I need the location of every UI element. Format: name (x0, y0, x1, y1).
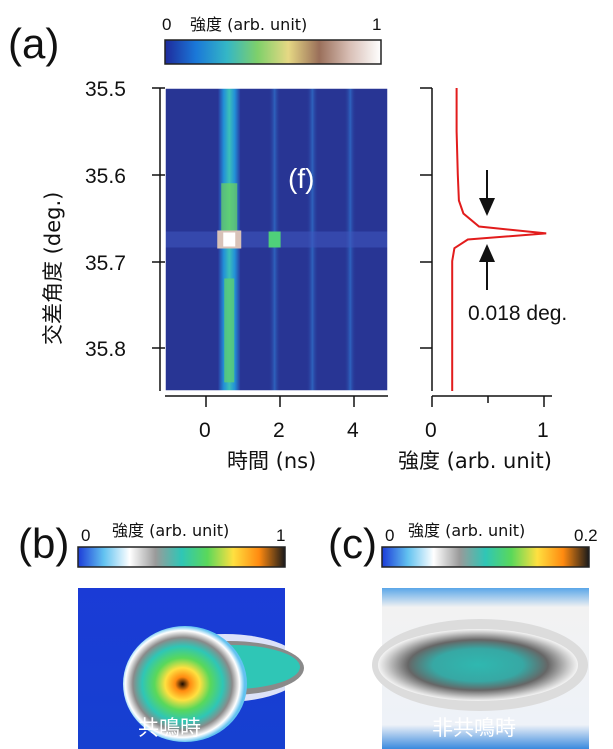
profile-plot: 0 1 強度 (arb. unit) 0.018 deg. (398, 87, 567, 473)
heatmap-secondary-peak (268, 231, 281, 248)
panel-a-colorbar-title: 強度 (arb. unit) (190, 15, 307, 34)
panel-b-colorbar: 0 強度 (arb. unit) 1 (77, 521, 286, 568)
profile-x-tick-label: 1 (537, 419, 549, 442)
y-tick-label: 35.8 (85, 338, 126, 361)
heatmap: (f) (164, 87, 389, 392)
y-tick-label: 35.5 (85, 78, 126, 101)
panel-a-colorbar: 強度 (arb. unit) 0 1 (162, 15, 382, 65)
fwhm-annotation: 0.018 deg. (468, 302, 567, 325)
heatmap-stripe-upper (221, 183, 238, 240)
panel-a-colorbar-max: 1 (372, 15, 381, 34)
profile-x-title: 強度 (arb. unit) (398, 449, 552, 473)
panel-b-colorbar-max: 1 (276, 526, 285, 545)
heatmap-peak-core (223, 232, 236, 247)
panel-b-beam-image: 共鳴時 (78, 588, 305, 749)
panel-c-colorbar: 0 強度 (arb. unit) 0.2 (381, 521, 598, 568)
y-tick-label: 35.6 (85, 165, 126, 188)
fwhm-arrow-top-head (479, 198, 495, 216)
panel-b-caption: 共鳴時 (138, 716, 201, 740)
heatmap-y-title: 交差角度 (deg.) (41, 192, 65, 345)
panel-c-beam-image: 非共鳴時 (372, 588, 589, 749)
profile-x-tick-label: 0 (425, 419, 437, 442)
panel-c-caption: 非共鳴時 (432, 716, 516, 740)
heatmap-x-axis: 0 2 4 時間 (ns) (165, 395, 388, 473)
panel-c-beam-spot (378, 629, 578, 701)
panel-b-colorbar-gradient (77, 546, 286, 568)
heatmap-stripe-core (224, 278, 235, 383)
panel-c-colorbar-gradient (381, 546, 590, 568)
panel-c-colorbar-title: 強度 (arb. unit) (408, 521, 525, 540)
heatmap-frame (164, 87, 389, 392)
panel-a-colorbar-min: 0 (162, 15, 171, 34)
x-tick-label: 2 (273, 419, 285, 442)
heatmap-inner-label: (f) (288, 163, 314, 194)
heatmap-y-axis: 35.5 35.6 35.7 35.8 交差角度 (deg.) (41, 78, 165, 391)
x-tick-label: 4 (347, 419, 359, 442)
panel-b-colorbar-title: 強度 (arb. unit) (112, 521, 229, 540)
panel-b-beam-spot (123, 626, 247, 742)
heatmap-x-title: 時間 (ns) (227, 449, 316, 473)
fwhm-arrow-bottom-head (479, 244, 495, 262)
y-tick-label: 35.7 (85, 252, 126, 275)
panel-b-label: (b) (18, 520, 69, 567)
x-tick-label: 0 (199, 419, 211, 442)
panel-c-colorbar-max: 0.2 (574, 526, 598, 545)
heatmap-stripes (165, 88, 388, 391)
panel-a-label: (a) (8, 20, 59, 67)
panel-c-label: (c) (328, 520, 377, 567)
panel-a-colorbar-gradient (164, 39, 382, 65)
panel-b-colorbar-min: 0 (81, 526, 90, 545)
profile-series-line (451, 88, 547, 391)
panel-c-colorbar-min: 0 (385, 526, 394, 545)
